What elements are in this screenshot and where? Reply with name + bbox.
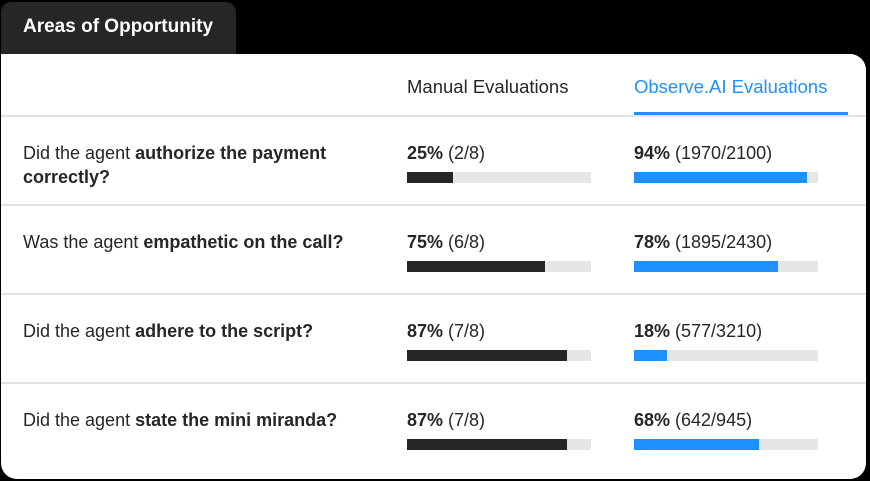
ai-percent: 18% (634, 321, 671, 341)
manual-percent: 87% (407, 321, 444, 341)
active-column-indicator (634, 112, 848, 115)
question-prefix: Was the agent (23, 232, 144, 252)
ai-progress-fill (634, 261, 778, 272)
ai-progress-bar (634, 439, 818, 450)
manual-progress-bar (407, 350, 591, 361)
ai-progress-fill (634, 172, 807, 183)
manual-progress-bar (407, 172, 591, 183)
manual-progress-bar (407, 439, 591, 450)
ai-count: (577/3210) (670, 321, 763, 341)
table-row: Did the agent state the mini miranda? 87… (1, 384, 866, 471)
manual-metric: 87% (7/8) (407, 408, 485, 432)
ai-progress-bar (634, 261, 818, 272)
manual-metric: 25% (2/8) (407, 141, 485, 165)
ai-metric: 68% (642/945) (634, 408, 752, 432)
question-text: Did the agent authorize the payment corr… (23, 141, 373, 189)
ai-count: (642/945) (670, 410, 753, 430)
question-emphasis: state the mini miranda? (135, 410, 338, 430)
manual-count: (6/8) (443, 232, 486, 252)
ai-percent: 78% (634, 232, 671, 252)
manual-count: (7/8) (443, 321, 486, 341)
table-row: Did the agent authorize the payment corr… (1, 117, 866, 206)
manual-percent: 25% (407, 143, 444, 163)
manual-metric: 87% (7/8) (407, 319, 485, 343)
table-row: Was the agent empathetic on the call? 75… (1, 206, 866, 295)
manual-progress-bar (407, 261, 591, 272)
manual-progress-fill (407, 350, 568, 361)
ai-metric: 94% (1970/2100) (634, 141, 772, 165)
ai-progress-fill (634, 350, 668, 361)
ai-count: (1895/2430) (670, 232, 773, 252)
column-header-observe-ai[interactable]: Observe.AI Evaluations (634, 76, 828, 97)
manual-percent: 75% (407, 232, 444, 252)
ai-metric: 18% (577/3210) (634, 319, 762, 343)
manual-count: (2/8) (443, 143, 486, 163)
manual-percent: 87% (407, 410, 444, 430)
table-header: Manual Evaluations Observe.AI Evaluation… (1, 54, 866, 117)
manual-metric: 75% (6/8) (407, 230, 485, 254)
question-emphasis: empathetic on the call? (143, 232, 344, 252)
question-emphasis: authorize the payment correctly? (23, 143, 327, 187)
ai-count: (1970/2100) (670, 143, 773, 163)
manual-progress-fill (407, 439, 568, 450)
question-text: Did the agent adhere to the script? (23, 319, 373, 343)
question-emphasis: adhere to the script? (135, 321, 314, 341)
ai-percent: 68% (634, 410, 671, 430)
question-prefix: Did the agent (23, 410, 136, 430)
manual-count: (7/8) (443, 410, 486, 430)
table-row: Did the agent adhere to the script? 87% … (1, 295, 866, 384)
ai-progress-fill (634, 439, 760, 450)
ai-progress-bar (634, 350, 818, 361)
question-prefix: Did the agent (23, 321, 136, 341)
manual-progress-fill (407, 172, 453, 183)
manual-progress-fill (407, 261, 545, 272)
question-prefix: Did the agent (23, 143, 136, 163)
ai-metric: 78% (1895/2430) (634, 230, 772, 254)
question-text: Was the agent empathetic on the call? (23, 230, 373, 254)
evaluation-comparison-card: Manual Evaluations Observe.AI Evaluation… (1, 54, 866, 479)
column-header-manual[interactable]: Manual Evaluations (407, 76, 569, 97)
ai-progress-bar (634, 172, 818, 183)
tab-title: Areas of Opportunity (23, 16, 214, 37)
tab-areas-of-opportunity[interactable]: Areas of Opportunity (1, 2, 236, 54)
ai-percent: 94% (634, 143, 671, 163)
question-text: Did the agent state the mini miranda? (23, 408, 373, 432)
